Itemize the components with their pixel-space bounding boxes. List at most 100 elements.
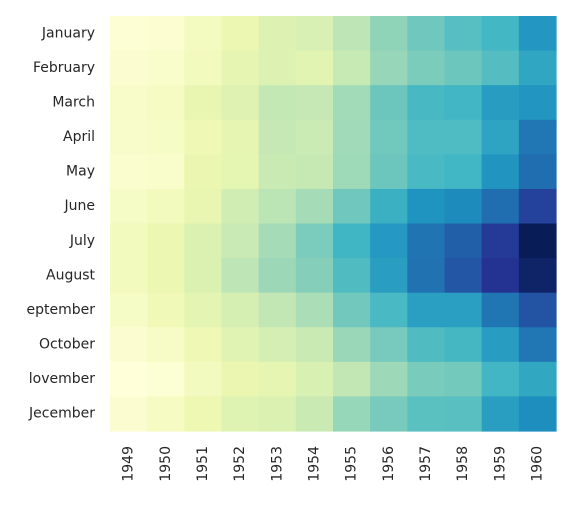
heatmap-cell <box>407 16 446 52</box>
heatmap-cell <box>444 188 483 225</box>
heatmap-cell <box>518 223 557 259</box>
heatmap-cell <box>370 223 408 259</box>
heatmap-cell <box>370 50 408 86</box>
heatmap-cell <box>481 188 520 225</box>
heatmap-cell <box>518 327 557 363</box>
x-tick-labels: 1949 1950 1951 1952 1953 1954 1955 1956 1957 1958… <box>121 446 546 482</box>
heatmap-cell <box>370 188 408 225</box>
heatmap-cell <box>481 361 520 398</box>
heatmap-cell <box>295 85 334 121</box>
heatmap-cell <box>110 154 148 190</box>
heatmap-cell <box>407 258 446 294</box>
heatmap-cell <box>147 119 185 155</box>
heatmap-cell <box>221 327 260 363</box>
heatmap-cell <box>444 396 483 432</box>
heatmap-cell <box>444 154 483 190</box>
heatmap-cell <box>147 85 185 121</box>
heatmap-cell <box>370 85 408 121</box>
x-tick-label: 1953 <box>269 446 285 482</box>
heatmap-cell <box>444 119 483 155</box>
heatmap-cell <box>295 292 334 328</box>
heatmap-cell <box>258 50 297 86</box>
heatmap-cell <box>110 396 148 432</box>
heatmap-cell <box>147 16 185 52</box>
y-tick-label: June <box>64 198 96 214</box>
heatmap-cell <box>184 258 223 294</box>
heatmap-cell <box>184 223 223 259</box>
heatmap-cell <box>147 258 185 294</box>
heatmap-cell <box>333 361 371 398</box>
heatmap-cell <box>147 223 185 259</box>
heatmap-cell <box>333 292 371 328</box>
heatmap-cell <box>295 154 334 190</box>
heatmap-cell <box>333 396 371 432</box>
heatmap-cell <box>518 292 557 328</box>
heatmap-cell <box>295 16 334 52</box>
heatmap-cell <box>295 119 334 155</box>
heatmap-cell <box>370 327 408 363</box>
heatmap-cell <box>333 327 371 363</box>
heatmap-cell <box>518 258 557 294</box>
heatmap-cell <box>481 154 520 190</box>
heatmap-cell <box>481 85 520 121</box>
heatmap-cell <box>481 50 520 86</box>
x-tick-label: 1952 <box>232 446 248 482</box>
y-tick-label: October <box>39 337 95 353</box>
heatmap-cell <box>333 258 371 294</box>
y-tick-labels: January February March April May June July Augu… <box>27 25 96 421</box>
heatmap-cell <box>258 396 297 432</box>
heatmap-cell <box>444 50 483 86</box>
heatmap-cell <box>481 119 520 155</box>
heatmap-cell <box>147 292 185 328</box>
heatmap-cell <box>221 188 260 225</box>
heatmap-cell <box>481 16 520 52</box>
heatmap-cell <box>147 50 185 86</box>
y-tick-label: January <box>41 25 95 41</box>
heatmap-cell <box>258 361 297 398</box>
heatmap-cell <box>110 258 148 294</box>
heatmap-cell <box>184 50 223 86</box>
heatmap-cell <box>407 223 446 259</box>
heatmap-cell <box>333 85 371 121</box>
heatmap-cell <box>407 361 446 398</box>
heatmap-cell <box>333 16 371 52</box>
heatmap-cell <box>481 223 520 259</box>
heatmap-cell <box>110 361 148 398</box>
heatmap-cell <box>407 85 446 121</box>
heatmap-cell <box>370 361 408 398</box>
heatmap-cell <box>518 188 557 225</box>
heatmap-cell <box>481 258 520 294</box>
heatmap-cell <box>370 119 408 155</box>
heatmap-cell <box>147 327 185 363</box>
heatmap-cell <box>518 396 557 432</box>
heatmap-cell <box>221 119 260 155</box>
heatmap-cell <box>407 154 446 190</box>
heatmap-cell <box>370 16 408 52</box>
heatmap-cell <box>370 154 408 190</box>
heatmap-cell <box>295 327 334 363</box>
y-tick-label: March <box>52 94 95 110</box>
heatmap-cell <box>221 292 260 328</box>
heatmap-cell <box>370 292 408 328</box>
heatmap-cell <box>110 16 148 52</box>
heatmap-cell <box>518 361 557 398</box>
heatmap-cell <box>184 188 223 225</box>
heatmap-cell <box>258 154 297 190</box>
heatmap-cell <box>110 292 148 328</box>
x-tick-label: 1960 <box>529 446 545 482</box>
y-tick-label: February <box>33 60 95 76</box>
y-tick-label: April <box>63 129 95 145</box>
heatmap-cell <box>333 119 371 155</box>
heatmap-cell <box>221 361 260 398</box>
heatmap-cell <box>295 258 334 294</box>
heatmap-cell <box>221 396 260 432</box>
heatmap-cell <box>221 50 260 86</box>
x-tick-label: 1951 <box>195 446 211 482</box>
heatmap-cell <box>110 223 148 259</box>
heatmap-cell <box>184 396 223 432</box>
heatmap-cell <box>407 292 446 328</box>
heatmap-cell <box>444 85 483 121</box>
x-tick-label: 1954 <box>306 446 322 482</box>
